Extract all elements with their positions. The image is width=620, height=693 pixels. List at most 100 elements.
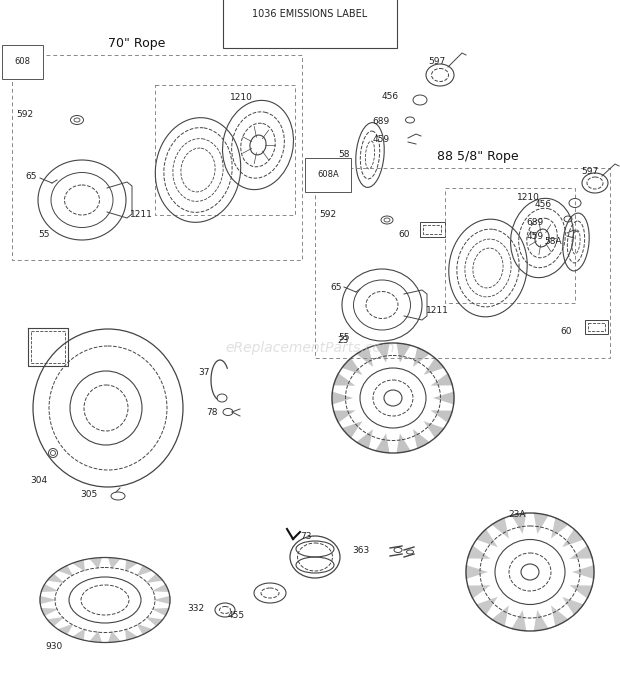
Polygon shape xyxy=(396,342,411,362)
Polygon shape xyxy=(46,617,64,626)
Text: 459: 459 xyxy=(373,135,390,144)
Polygon shape xyxy=(72,559,85,572)
Polygon shape xyxy=(39,596,57,604)
Polygon shape xyxy=(145,573,164,583)
Polygon shape xyxy=(341,421,362,439)
Polygon shape xyxy=(125,629,138,640)
Text: 305: 305 xyxy=(80,490,97,499)
Bar xyxy=(420,222,445,237)
Text: 592: 592 xyxy=(16,110,33,119)
Text: 65: 65 xyxy=(25,172,37,181)
Text: 459: 459 xyxy=(527,232,544,241)
Polygon shape xyxy=(562,528,585,547)
Text: 456: 456 xyxy=(535,200,552,209)
Text: 1211: 1211 xyxy=(426,306,449,315)
Polygon shape xyxy=(551,606,569,627)
Polygon shape xyxy=(430,410,453,423)
Polygon shape xyxy=(396,433,411,454)
Text: eReplacementParts.com: eReplacementParts.com xyxy=(225,341,395,355)
Text: 456: 456 xyxy=(382,92,399,101)
Text: 597: 597 xyxy=(428,57,445,66)
Polygon shape xyxy=(136,565,153,577)
Polygon shape xyxy=(491,606,509,627)
Polygon shape xyxy=(332,373,355,386)
Polygon shape xyxy=(534,610,549,632)
Polygon shape xyxy=(57,565,74,577)
Polygon shape xyxy=(151,608,170,616)
Text: 608: 608 xyxy=(14,57,30,66)
Text: 88 5/8" Rope: 88 5/8" Rope xyxy=(436,150,518,163)
Polygon shape xyxy=(332,392,353,405)
Polygon shape xyxy=(375,342,389,362)
Polygon shape xyxy=(153,596,170,604)
Polygon shape xyxy=(569,545,593,559)
Text: 1036 EMISSIONS LABEL: 1036 EMISSIONS LABEL xyxy=(252,9,368,19)
Text: 592: 592 xyxy=(319,210,336,219)
Polygon shape xyxy=(413,429,430,449)
Polygon shape xyxy=(72,629,85,640)
Polygon shape xyxy=(108,631,121,643)
Polygon shape xyxy=(125,559,138,572)
Polygon shape xyxy=(551,517,569,538)
Polygon shape xyxy=(108,557,121,569)
Polygon shape xyxy=(433,392,454,405)
Polygon shape xyxy=(562,597,585,615)
Bar xyxy=(12,55,302,260)
Text: 689: 689 xyxy=(526,218,543,227)
Text: 58A: 58A xyxy=(544,237,562,246)
Bar xyxy=(315,168,610,358)
Text: 930: 930 xyxy=(45,642,62,651)
Bar xyxy=(585,320,608,334)
Polygon shape xyxy=(89,557,102,569)
Polygon shape xyxy=(534,512,549,534)
Text: 78: 78 xyxy=(206,408,218,417)
Polygon shape xyxy=(332,410,355,423)
Text: 55: 55 xyxy=(38,230,50,239)
Text: 304: 304 xyxy=(30,476,47,485)
Text: 55: 55 xyxy=(338,333,350,342)
Polygon shape xyxy=(572,565,595,579)
Text: 1211: 1211 xyxy=(130,210,153,219)
Text: 689: 689 xyxy=(372,117,389,126)
Polygon shape xyxy=(423,358,445,375)
Polygon shape xyxy=(467,545,490,559)
Text: 1210: 1210 xyxy=(230,93,253,102)
Polygon shape xyxy=(40,608,59,616)
Polygon shape xyxy=(46,573,64,583)
Polygon shape xyxy=(511,512,526,534)
Polygon shape xyxy=(569,585,593,599)
Text: 37: 37 xyxy=(198,368,210,377)
Polygon shape xyxy=(356,346,373,367)
Text: 65: 65 xyxy=(330,283,342,292)
Text: 70" Rope: 70" Rope xyxy=(108,37,166,50)
Polygon shape xyxy=(40,584,59,592)
Polygon shape xyxy=(476,597,498,615)
Polygon shape xyxy=(356,429,373,449)
Bar xyxy=(445,188,575,303)
Text: 60: 60 xyxy=(398,230,409,239)
Text: 60: 60 xyxy=(560,327,572,336)
Polygon shape xyxy=(476,528,498,547)
Text: 58: 58 xyxy=(338,150,350,159)
Polygon shape xyxy=(151,584,170,592)
Polygon shape xyxy=(491,517,509,538)
Text: 1210: 1210 xyxy=(517,193,540,202)
Polygon shape xyxy=(413,346,430,367)
Polygon shape xyxy=(511,610,526,632)
Bar xyxy=(155,85,295,215)
Bar xyxy=(588,323,605,331)
Polygon shape xyxy=(89,631,102,643)
Text: 455: 455 xyxy=(228,611,245,620)
Polygon shape xyxy=(466,565,488,579)
Text: 597: 597 xyxy=(581,167,598,176)
Polygon shape xyxy=(467,585,490,599)
Polygon shape xyxy=(57,624,74,635)
Text: 23A: 23A xyxy=(508,510,526,519)
Polygon shape xyxy=(375,433,389,454)
Polygon shape xyxy=(145,617,164,626)
Polygon shape xyxy=(136,624,153,635)
Polygon shape xyxy=(430,373,453,386)
Polygon shape xyxy=(423,421,445,439)
Text: 23: 23 xyxy=(337,336,348,345)
Bar xyxy=(423,225,441,234)
